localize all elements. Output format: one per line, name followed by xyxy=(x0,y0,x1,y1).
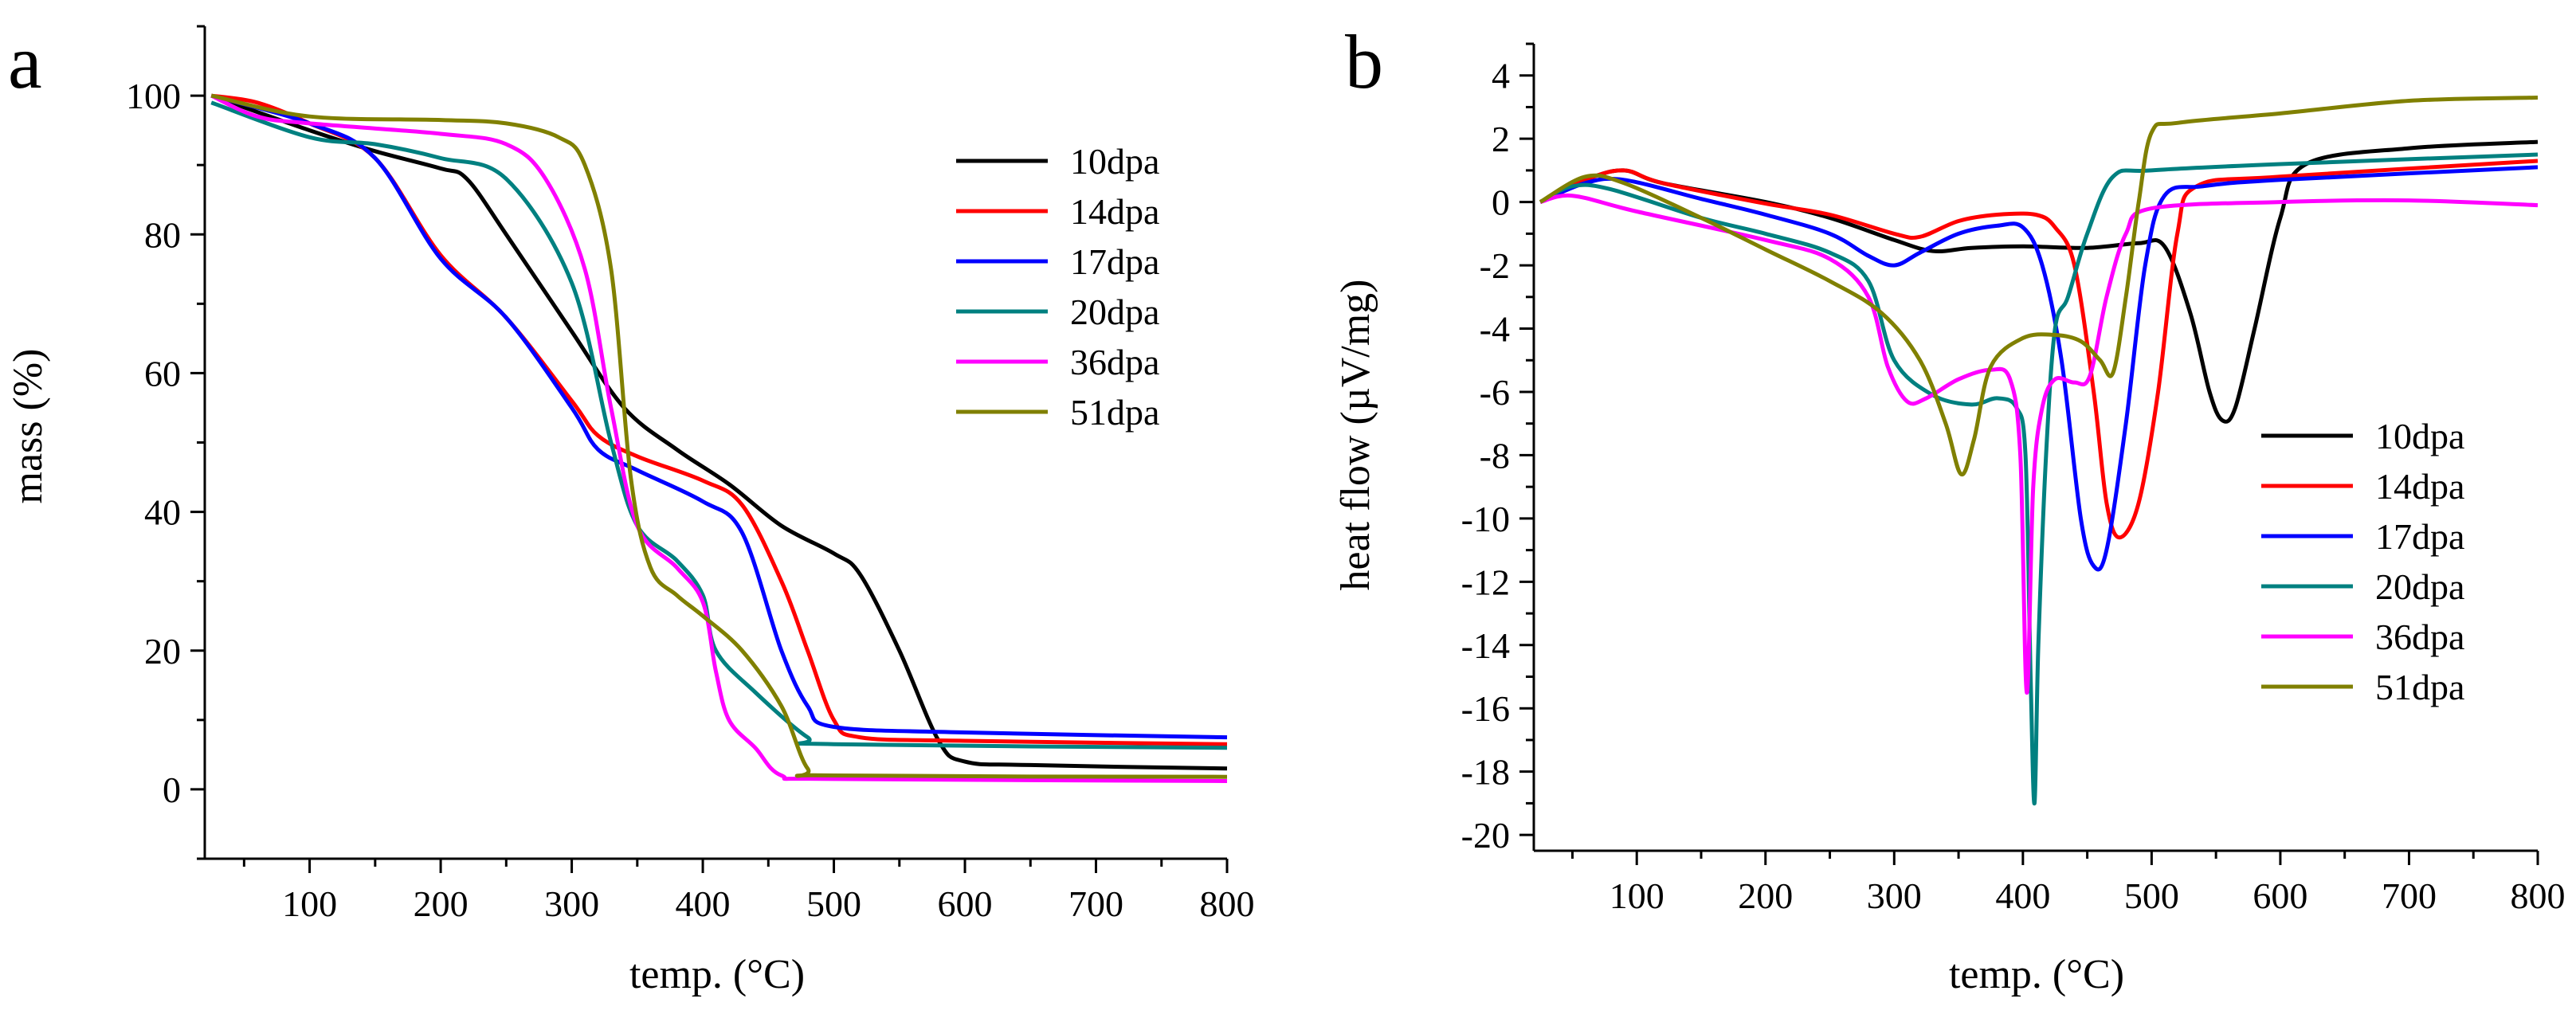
x-tick-label: 700 xyxy=(1068,883,1123,924)
legend-label: 17dpa xyxy=(2375,516,2464,557)
y-tick-label: 0 xyxy=(1492,182,1510,223)
legend-label: 36dpa xyxy=(2375,617,2464,657)
legend: 10dpa 14dpa 17dpa 20dpa 36dpa 51dpa xyxy=(956,141,1159,433)
y-tick-label: -10 xyxy=(1461,499,1510,539)
series-line-10dpa xyxy=(1539,139,2539,424)
x-tick-label: 300 xyxy=(544,883,599,924)
y-tick-label: 40 xyxy=(144,492,181,533)
chart-panel-a: a 100 200 300 400 500 600 700 800 0 20 40 60 80 100 tem… xyxy=(6,19,1255,997)
chart-panel-b: b 100 200 300 400 500 600 700 800 4 2 0 -2 -4 -6 -8 -10 -… xyxy=(1333,19,2566,997)
y-tick-label: -14 xyxy=(1461,625,1510,666)
x-tick-label: 200 xyxy=(414,883,469,924)
x-tick-label: 800 xyxy=(1200,883,1255,924)
legend-label: 10dpa xyxy=(2375,416,2464,456)
y-tick-label: -18 xyxy=(1461,752,1510,793)
y-tick-label: -8 xyxy=(1480,435,1510,476)
legend: 10dpa 14dpa 17dpa 20dpa 36dpa 51dpa xyxy=(2261,416,2464,707)
x-tick-label: 100 xyxy=(282,883,337,924)
x-tick-label: 800 xyxy=(2511,875,2566,916)
legend-label: 17dpa xyxy=(1070,241,1159,282)
y-tick-label: -16 xyxy=(1461,688,1510,729)
panel-letter: a xyxy=(8,19,42,104)
legend-label: 20dpa xyxy=(1070,292,1159,332)
series-line-36dpa xyxy=(1539,193,2539,695)
y-tick-label: -4 xyxy=(1480,309,1510,350)
x-tick-label: 600 xyxy=(2253,875,2307,916)
legend-label: 14dpa xyxy=(2375,466,2464,507)
series-line-51dpa xyxy=(210,93,1228,779)
y-tick-label: 60 xyxy=(144,353,181,394)
y-tick-label: -2 xyxy=(1480,245,1510,286)
legend-label: 51dpa xyxy=(2375,667,2464,707)
x-axis-title: temp. (°C) xyxy=(629,952,805,997)
legend-label: 36dpa xyxy=(1070,342,1159,382)
series-line-51dpa xyxy=(1539,96,2539,476)
series-line-17dpa xyxy=(1539,165,2539,572)
legend-label: 51dpa xyxy=(1070,392,1159,433)
y-tick-label: -12 xyxy=(1461,562,1510,602)
y-tick-label: 100 xyxy=(126,76,181,116)
series-line-10dpa xyxy=(210,93,1228,771)
x-tick-label: 700 xyxy=(2382,875,2437,916)
y-tick-label: -6 xyxy=(1480,372,1510,413)
y-tick-label: 0 xyxy=(163,770,181,810)
y-tick-label: 80 xyxy=(144,214,181,255)
y-tick-label: 2 xyxy=(1492,119,1510,159)
x-tick-label: 100 xyxy=(1610,875,1664,916)
legend-label: 10dpa xyxy=(1070,141,1159,182)
x-tick-label: 400 xyxy=(676,883,731,924)
y-axis-title: mass (%) xyxy=(6,349,51,504)
x-tick-label: 400 xyxy=(1995,875,2050,916)
y-tick-label: 4 xyxy=(1492,56,1510,96)
x-tick-label: 500 xyxy=(2124,875,2179,916)
y-axis-title: heat flow (µV/mg) xyxy=(1333,280,1378,591)
legend-label: 14dpa xyxy=(1070,191,1159,232)
x-tick-label: 600 xyxy=(938,883,993,924)
y-tick-label: -20 xyxy=(1461,815,1510,856)
y-tick-label: 20 xyxy=(144,631,181,672)
series-line-14dpa xyxy=(1539,159,2539,540)
x-tick-label: 200 xyxy=(1738,875,1793,916)
panel-letter: b xyxy=(1345,19,1383,104)
x-axis-title: temp. (°C) xyxy=(1949,952,2124,997)
legend-label: 20dpa xyxy=(2375,566,2464,607)
x-tick-label: 300 xyxy=(1867,875,1922,916)
x-tick-label: 500 xyxy=(806,883,861,924)
series-line-17dpa xyxy=(210,93,1228,740)
